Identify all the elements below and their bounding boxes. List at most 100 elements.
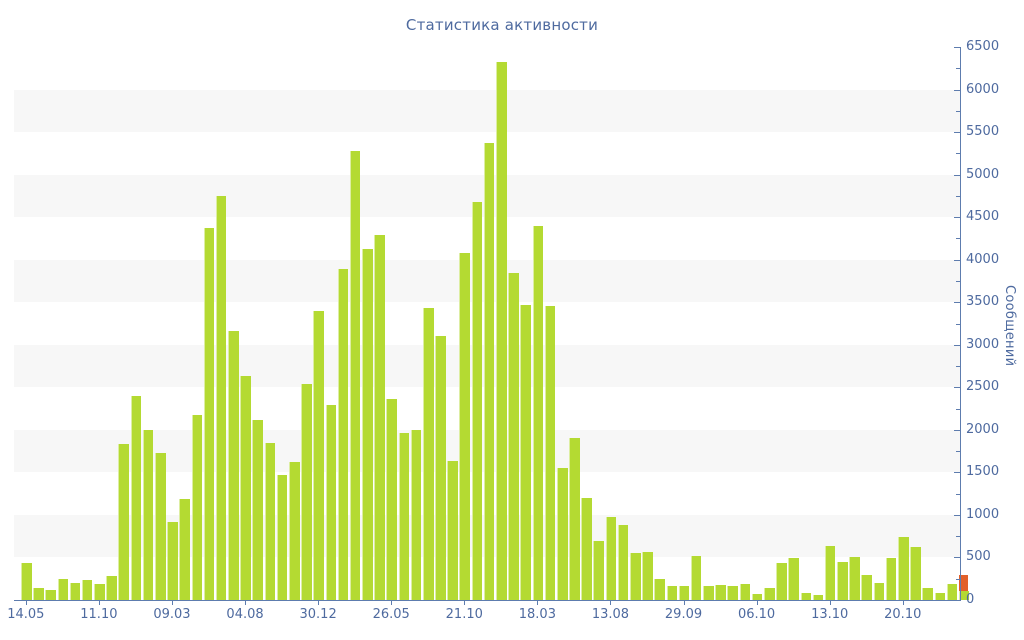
bar[interactable] [788,558,799,600]
x-tick [464,601,466,605]
bar[interactable] [715,584,726,600]
x-tick [318,601,320,605]
bar[interactable] [508,273,519,600]
bar[interactable] [301,383,312,600]
bar[interactable] [946,584,958,600]
bar[interactable] [45,589,56,600]
bar[interactable] [57,578,69,600]
bar[interactable] [593,540,605,600]
y-tick [954,472,960,474]
bar[interactable] [33,588,44,600]
y-tick [956,493,960,495]
x-tick-label: 26.05 [372,607,410,622]
bar[interactable] [837,561,848,600]
bar[interactable] [410,429,422,600]
x-axis [14,600,961,601]
bar[interactable] [910,547,921,600]
bar[interactable] [471,201,483,600]
bar[interactable] [118,444,130,600]
y-tick-label: 500 [966,549,991,565]
bar[interactable] [264,443,276,600]
bar[interactable] [556,468,568,600]
bar[interactable] [934,593,946,600]
x-tick-label: 04.08 [226,607,264,622]
y-tick [956,68,960,70]
bar[interactable] [240,376,251,600]
bar[interactable] [849,557,860,600]
bar[interactable] [581,498,592,600]
x-tick [537,601,539,605]
bar[interactable] [496,62,507,600]
y-tick-label: 4500 [966,209,1000,225]
x-tick [245,601,247,605]
bar[interactable] [21,563,32,600]
bar[interactable] [362,248,373,600]
bar[interactable] [386,399,397,600]
bar[interactable] [897,537,909,600]
y-tick-label: 5000 [966,166,1000,182]
bar[interactable] [142,429,154,600]
bar[interactable] [349,150,361,600]
y-tick [954,344,960,346]
bar[interactable] [130,395,142,600]
bar[interactable] [544,306,556,600]
bar[interactable] [398,433,410,600]
x-tick-label: 06.10 [737,607,776,622]
bar[interactable] [690,555,702,600]
bar[interactable] [885,558,897,600]
bar[interactable] [703,585,714,600]
bar[interactable] [81,579,93,600]
bar[interactable] [678,586,690,600]
bar[interactable] [776,562,787,600]
bar[interactable] [483,143,495,600]
y-tick [954,514,960,516]
bar[interactable] [520,304,531,600]
bar[interactable] [812,595,824,600]
bar[interactable] [313,310,324,600]
bar[interactable] [605,516,617,600]
bar[interactable] [228,331,239,600]
bar[interactable] [435,336,446,600]
bar[interactable] [288,462,300,600]
bar[interactable] [215,195,227,600]
bar[interactable] [154,452,166,600]
bar[interactable] [666,585,678,600]
bar[interactable] [751,593,763,600]
bar[interactable] [447,461,458,600]
bar[interactable] [958,591,970,600]
bar[interactable] [276,474,288,600]
current-period-red-bar[interactable] [958,574,969,592]
bar[interactable] [800,592,812,600]
bar[interactable] [630,552,641,600]
y-tick-label: 6000 [966,81,1000,97]
bar[interactable] [422,308,434,600]
bar[interactable] [642,551,653,600]
x-tick [683,601,685,605]
bar[interactable] [873,583,885,600]
bar[interactable] [861,575,872,600]
bar[interactable] [179,498,190,600]
bar[interactable] [763,588,775,600]
bar[interactable] [727,585,739,600]
bar[interactable] [739,584,751,600]
bar[interactable] [459,253,471,600]
bar[interactable] [532,225,544,600]
bar[interactable] [617,525,629,600]
bar[interactable] [374,235,385,600]
bar[interactable] [69,583,81,600]
bar[interactable] [203,228,215,600]
bar[interactable] [191,414,203,600]
bar[interactable] [106,576,117,600]
bar[interactable] [824,545,836,600]
bar[interactable] [337,269,349,600]
bar[interactable] [569,437,580,600]
bar[interactable] [654,578,665,600]
bar[interactable] [922,588,933,600]
y-tick-label: 0 [966,592,975,607]
bar[interactable] [167,521,178,600]
y-tick [954,89,960,91]
bar[interactable] [252,419,263,600]
bar[interactable] [94,584,105,600]
bar[interactable] [325,405,337,600]
x-tick-label: 21.10 [445,607,483,622]
